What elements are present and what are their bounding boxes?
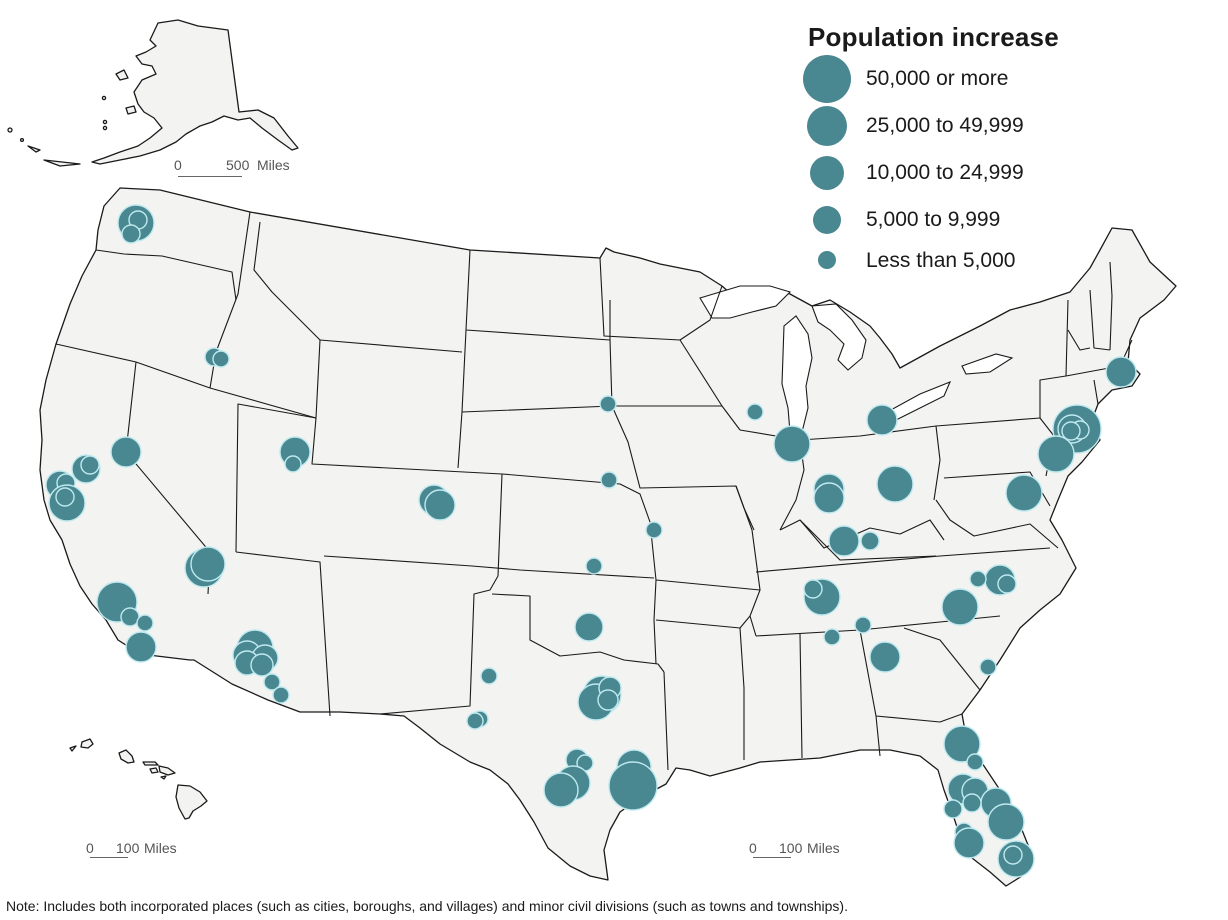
lake-huron (811, 303, 867, 371)
population-bubbles (45, 204, 1137, 878)
contiguous-us (39, 187, 1177, 887)
population-bubble (876, 465, 914, 503)
alaska-scale-bar (178, 176, 242, 177)
legend-label: 5,000 to 9,999 (866, 208, 1001, 231)
east-scale-bar (753, 857, 791, 858)
population-bubble (121, 224, 141, 244)
legend-label: 50,000 or more (866, 67, 1009, 90)
population-bubble (1061, 421, 1081, 441)
population-bubble (263, 673, 281, 691)
population-bubble (997, 574, 1017, 594)
population-bubble (962, 793, 982, 813)
population-bubble (480, 667, 498, 685)
population-bubble (608, 761, 658, 811)
alaska-scale-distance: 500 (226, 157, 250, 173)
population-bubble (966, 753, 984, 771)
population-bubble (969, 570, 987, 588)
population-bubble (813, 482, 845, 514)
population-bubble (860, 531, 880, 551)
bubble-icon-largest (803, 55, 851, 103)
population-bubble (55, 487, 75, 507)
bubble-icon-medium (810, 156, 844, 190)
population-bubble (424, 489, 456, 521)
population-bubble (599, 395, 617, 413)
alaska-inset (7, 19, 299, 167)
legend-title: Population increase (808, 22, 1059, 52)
legend: Population increase 50,000 or more 25,00… (800, 22, 1060, 292)
population-bubble (1037, 435, 1075, 473)
hawaii-scale-zero: 0 (86, 840, 94, 856)
lake-ontario (961, 353, 1014, 375)
legend-label: Less than 5,000 (866, 249, 1016, 272)
population-bubble (120, 607, 140, 627)
population-bubble (1003, 845, 1023, 865)
population-bubble (828, 525, 860, 557)
population-bubble (136, 614, 154, 632)
population-bubble (854, 616, 872, 634)
population-bubble (585, 557, 603, 575)
population-bubble (803, 579, 823, 599)
legend-item-10000-24999: 10,000 to 24,999 (800, 151, 1060, 198)
alaska-scale-unit: Miles (257, 157, 290, 173)
population-bubble (466, 712, 484, 730)
hawaii-scale-distance: 100 (116, 840, 140, 856)
population-bubble (212, 350, 230, 368)
population-bubble (953, 827, 985, 859)
hawaii-scale-bar (90, 857, 128, 858)
population-bubble (1005, 474, 1043, 512)
population-bubble (190, 546, 226, 582)
legend-label: 25,000 to 49,999 (866, 114, 1024, 137)
state-borders (55, 211, 1133, 771)
population-bubble (866, 404, 898, 436)
population-bubble (250, 653, 274, 677)
bubble-icon-large (807, 106, 847, 146)
hawaii-scale-unit: Miles (144, 840, 177, 856)
population-bubble (943, 799, 963, 819)
population-bubble (1105, 356, 1137, 388)
population-bubble (987, 803, 1025, 841)
population-bubble (543, 772, 579, 808)
population-bubble (943, 725, 981, 763)
population-bubble (941, 588, 979, 626)
lake-superior (699, 285, 792, 319)
legend-item-5000-9999: 5,000 to 9,999 (800, 198, 1060, 245)
population-bubble (773, 425, 811, 463)
population-bubble (746, 403, 764, 421)
alaska-scale-zero: 0 (174, 157, 182, 173)
population-bubble (574, 612, 604, 642)
population-bubble (284, 455, 302, 473)
hawaii-inset (69, 738, 208, 820)
bubble-icon-small (813, 206, 841, 234)
population-bubble (272, 686, 290, 704)
east-scale-distance: 100 (779, 840, 803, 856)
population-bubble (80, 455, 100, 475)
legend-label: 10,000 to 24,999 (866, 161, 1024, 184)
east-scale-unit: Miles (807, 840, 840, 856)
population-bubble (597, 689, 619, 711)
legend-item-under-5000: Less than 5,000 (800, 245, 1060, 292)
population-bubble (110, 436, 142, 468)
bubble-icon-smallest (818, 251, 836, 269)
east-scale-zero: 0 (749, 840, 757, 856)
population-bubble (125, 631, 157, 663)
population-bubble (600, 471, 618, 489)
legend-item-50000-plus: 50,000 or more (800, 55, 1060, 104)
population-bubble (645, 521, 663, 539)
lake-michigan (781, 315, 813, 441)
legend-item-25000-49999: 25,000 to 49,999 (800, 104, 1060, 151)
population-bubble (869, 641, 901, 673)
population-bubble (823, 628, 841, 646)
footnote: Note: Includes both incorporated places … (6, 898, 848, 914)
population-bubble (979, 658, 997, 676)
